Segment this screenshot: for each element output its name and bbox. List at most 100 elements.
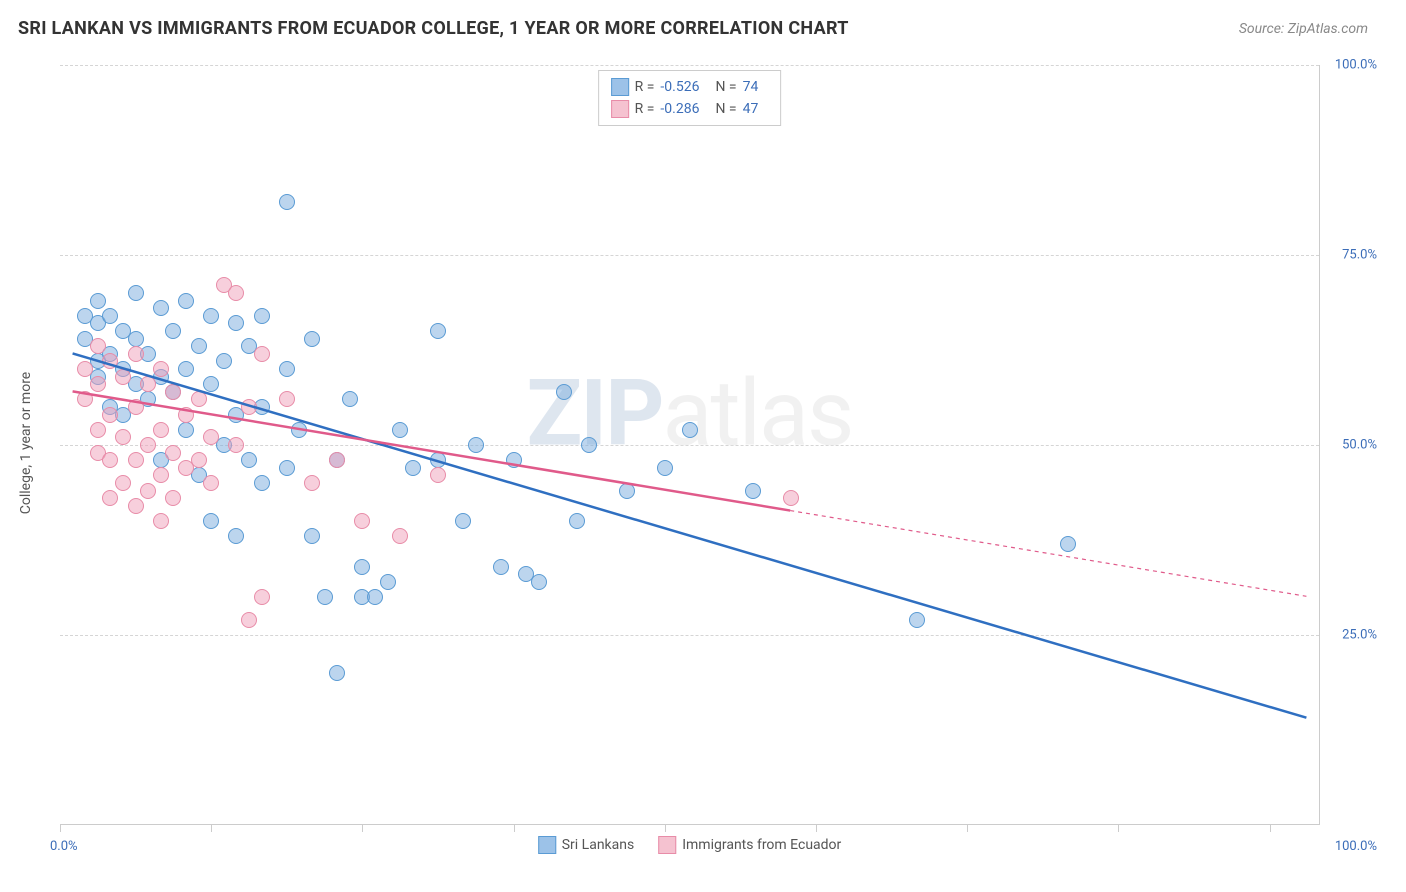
- scatter-point-immigrants_ecuador: [115, 429, 131, 445]
- x-axis-tick: [967, 824, 968, 832]
- scatter-point-sri_lankans: [430, 452, 446, 468]
- legend-n-label: N =: [715, 101, 736, 117]
- scatter-point-sri_lankans: [342, 391, 358, 407]
- scatter-point-immigrants_ecuador: [165, 384, 181, 400]
- scatter-point-sri_lankans: [682, 422, 698, 438]
- legend-bottom-item: Sri Lankans: [538, 836, 635, 854]
- scatter-point-sri_lankans: [228, 528, 244, 544]
- trend-line-dashed-immigrants_ecuador: [790, 511, 1306, 597]
- scatter-point-immigrants_ecuador: [102, 452, 118, 468]
- scatter-point-sri_lankans: [291, 422, 307, 438]
- legend-swatch: [538, 836, 556, 854]
- scatter-point-immigrants_ecuador: [254, 589, 270, 605]
- scatter-point-sri_lankans: [531, 574, 547, 590]
- scatter-point-sri_lankans: [203, 376, 219, 392]
- scatter-point-immigrants_ecuador: [115, 369, 131, 385]
- legend-series-label: Sri Lankans: [562, 837, 635, 853]
- scatter-point-immigrants_ecuador: [165, 445, 181, 461]
- scatter-point-immigrants_ecuador: [128, 452, 144, 468]
- scatter-point-sri_lankans: [279, 194, 295, 210]
- scatter-point-immigrants_ecuador: [354, 513, 370, 529]
- x-axis-tick: [362, 824, 363, 832]
- scatter-point-immigrants_ecuador: [102, 353, 118, 369]
- scatter-point-immigrants_ecuador: [392, 528, 408, 544]
- scatter-point-sri_lankans: [228, 315, 244, 331]
- scatter-point-sri_lankans: [304, 528, 320, 544]
- scatter-point-immigrants_ecuador: [153, 361, 169, 377]
- scatter-point-sri_lankans: [178, 361, 194, 377]
- scatter-point-sri_lankans: [405, 460, 421, 476]
- scatter-point-immigrants_ecuador: [228, 285, 244, 301]
- legend-top: R = -0.526 N = 74 R = -0.286 N = 47: [598, 70, 782, 126]
- scatter-point-sri_lankans: [380, 574, 396, 590]
- scatter-point-immigrants_ecuador: [140, 437, 156, 453]
- legend-r-value: -0.526: [660, 79, 699, 95]
- scatter-point-immigrants_ecuador: [77, 361, 93, 377]
- x-axis-tick: [211, 824, 212, 832]
- scatter-point-immigrants_ecuador: [178, 407, 194, 423]
- scatter-point-immigrants_ecuador: [128, 498, 144, 514]
- scatter-point-immigrants_ecuador: [153, 513, 169, 529]
- x-axis-tick: [514, 824, 515, 832]
- scatter-point-immigrants_ecuador: [128, 346, 144, 362]
- watermark: ZIPatlas: [526, 361, 852, 468]
- scatter-point-sri_lankans: [254, 475, 270, 491]
- y-axis-tick-label: 25.0%: [1342, 628, 1377, 643]
- legend-top-row: R = -0.286 N = 47: [611, 98, 769, 120]
- legend-bottom: Sri Lankans Immigrants from Ecuador: [538, 836, 842, 854]
- scatter-point-immigrants_ecuador: [241, 612, 257, 628]
- legend-n-value: 47: [743, 101, 759, 117]
- scatter-point-sri_lankans: [216, 353, 232, 369]
- scatter-point-sri_lankans: [1060, 536, 1076, 552]
- scatter-point-sri_lankans: [191, 338, 207, 354]
- x-axis-label-min: 0.0%: [50, 839, 78, 854]
- scatter-point-sri_lankans: [745, 483, 761, 499]
- scatter-point-sri_lankans: [203, 308, 219, 324]
- scatter-point-sri_lankans: [468, 437, 484, 453]
- scatter-point-immigrants_ecuador: [203, 475, 219, 491]
- scatter-point-sri_lankans: [354, 559, 370, 575]
- x-axis-tick: [816, 824, 817, 832]
- scatter-point-sri_lankans: [657, 460, 673, 476]
- scatter-point-sri_lankans: [392, 422, 408, 438]
- scatter-point-sri_lankans: [203, 513, 219, 529]
- scatter-point-sri_lankans: [153, 300, 169, 316]
- legend-r-label: R =: [635, 79, 655, 95]
- watermark-atlas: atlas: [663, 361, 853, 468]
- watermark-zip: ZIP: [526, 361, 662, 468]
- scatter-point-sri_lankans: [128, 285, 144, 301]
- scatter-point-sri_lankans: [90, 293, 106, 309]
- legend-r-value: -0.286: [660, 101, 699, 117]
- scatter-point-sri_lankans: [455, 513, 471, 529]
- scatter-point-sri_lankans: [304, 331, 320, 347]
- scatter-point-immigrants_ecuador: [430, 467, 446, 483]
- legend-bottom-item: Immigrants from Ecuador: [658, 836, 841, 854]
- scatter-point-sri_lankans: [367, 589, 383, 605]
- scatter-point-immigrants_ecuador: [279, 391, 295, 407]
- x-axis-tick: [1270, 824, 1271, 832]
- legend-series-label: Immigrants from Ecuador: [682, 837, 841, 853]
- scatter-point-sri_lankans: [165, 323, 181, 339]
- gridline-h: [60, 65, 1319, 66]
- legend-swatch: [658, 836, 676, 854]
- scatter-point-sri_lankans: [279, 460, 295, 476]
- scatter-point-immigrants_ecuador: [90, 376, 106, 392]
- scatter-point-sri_lankans: [254, 308, 270, 324]
- scatter-point-immigrants_ecuador: [140, 483, 156, 499]
- x-axis-label-max: 100.0%: [1335, 839, 1377, 854]
- scatter-point-sri_lankans: [581, 437, 597, 453]
- scatter-point-sri_lankans: [329, 665, 345, 681]
- scatter-point-immigrants_ecuador: [153, 467, 169, 483]
- scatter-point-immigrants_ecuador: [191, 391, 207, 407]
- scatter-point-immigrants_ecuador: [153, 422, 169, 438]
- scatter-point-immigrants_ecuador: [115, 475, 131, 491]
- scatter-point-immigrants_ecuador: [254, 346, 270, 362]
- scatter-point-sri_lankans: [279, 361, 295, 377]
- x-axis-tick: [60, 824, 61, 832]
- legend-n-value: 74: [743, 79, 759, 95]
- legend-r-label: R =: [635, 101, 655, 117]
- scatter-point-immigrants_ecuador: [191, 452, 207, 468]
- legend-top-row: R =-0.526N =74: [611, 76, 769, 98]
- scatter-point-immigrants_ecuador: [783, 490, 799, 506]
- gridline-h: [60, 255, 1319, 256]
